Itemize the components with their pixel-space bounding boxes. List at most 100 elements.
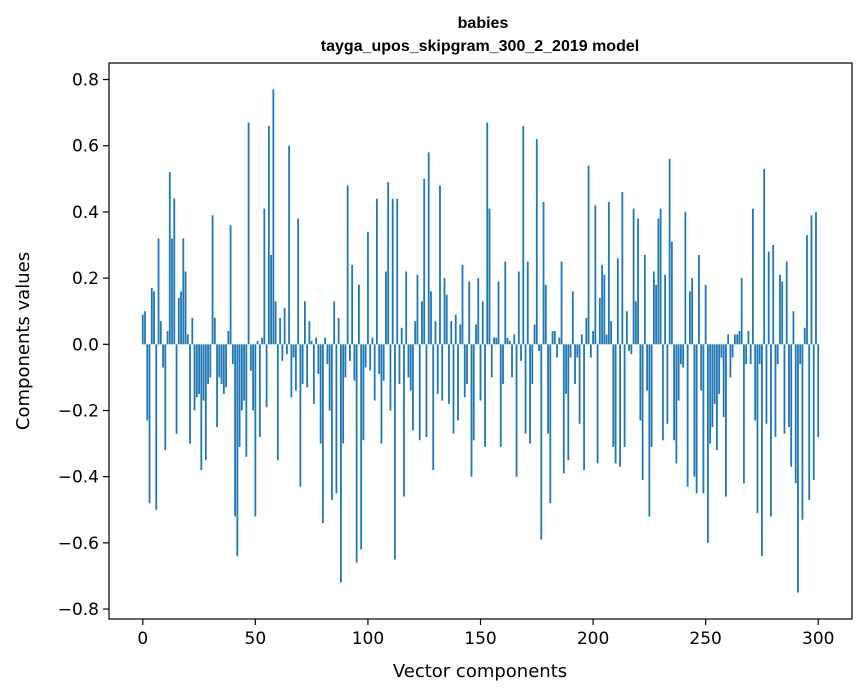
bar-component-217: [630, 344, 633, 355]
bar-component-228: [655, 284, 658, 345]
bar-component-43: [238, 344, 241, 447]
bar-component-0: [141, 314, 144, 345]
bar-component-269: [747, 331, 750, 345]
bar-component-165: [513, 334, 516, 345]
x-tick-label: 100: [352, 629, 384, 649]
bar-component-201: [594, 205, 597, 345]
bar-component-148: [475, 324, 477, 345]
bar-component-96: [358, 284, 360, 345]
bar-component-15: [175, 344, 178, 434]
bar-component-194: [578, 344, 581, 424]
bar-component-118: [407, 344, 410, 378]
bar-component-17: [180, 291, 182, 345]
bar-component-74: [308, 321, 311, 345]
bar-component-83: [328, 344, 331, 411]
bar-component-107: [382, 344, 385, 381]
y-axis: −0.8 −0.6 −0.4 −0.2 0.0 0.2 0.4 0.6 0.8: [58, 71, 109, 620]
bar-component-31: [211, 215, 214, 345]
bar-component-99: [364, 344, 367, 368]
bar-component-197: [585, 317, 588, 345]
bar-component-254: [713, 344, 716, 404]
bar-component-162: [506, 337, 509, 345]
bar-component-207: [607, 202, 610, 345]
bar-component-120: [412, 344, 414, 431]
bar-component-258: [722, 344, 725, 418]
bar-component-124: [421, 301, 423, 345]
bar-component-88: [340, 344, 342, 583]
bar-component-250: [704, 284, 707, 345]
bar-component-203: [598, 297, 601, 345]
bar-component-16: [177, 297, 180, 345]
bar-component-160: [502, 344, 504, 385]
bar-component-129: [432, 344, 435, 471]
bar-component-68: [294, 344, 297, 391]
bar-component-286: [785, 261, 788, 345]
bar-component-274: [758, 344, 761, 365]
bar-component-106: [380, 344, 383, 444]
bar-component-78: [317, 344, 320, 375]
x-tick-label: 0: [137, 629, 148, 649]
bar-component-161: [504, 261, 507, 345]
bar-component-24: [195, 344, 198, 398]
bar-component-119: [409, 344, 412, 391]
bar-component-152: [484, 344, 486, 447]
bar-component-79: [319, 344, 322, 444]
bar-component-53: [261, 337, 263, 345]
bar-component-127: [427, 152, 430, 345]
bar-component-94: [353, 344, 356, 381]
bar-component-222: [641, 344, 644, 480]
bar-component-190: [569, 344, 572, 358]
bar-component-157: [495, 337, 498, 345]
bar-component-151: [481, 301, 484, 345]
bar-component-60: [276, 344, 279, 461]
bar-component-234: [668, 158, 671, 345]
y-tick-label: 0.8: [72, 71, 99, 91]
bar-component-48: [249, 344, 252, 371]
bar-component-229: [657, 218, 660, 345]
bar-component-285: [783, 344, 786, 434]
bar-component-112: [394, 344, 396, 560]
bar-series: [141, 89, 820, 593]
bar-component-289: [792, 311, 795, 345]
bar-component-97: [360, 344, 363, 550]
bar-component-174: [533, 324, 536, 345]
bar-component-110: [389, 344, 392, 411]
bar-component-67: [292, 344, 295, 358]
bar-component-85: [333, 301, 336, 345]
bar-component-84: [331, 344, 333, 500]
bar-component-19: [184, 271, 187, 345]
bar-component-115: [400, 327, 403, 345]
plot-frame: [108, 62, 853, 620]
bar-component-80: [321, 344, 324, 524]
bar-component-271: [752, 208, 754, 345]
bar-component-170: [524, 344, 527, 434]
bar-component-272: [754, 344, 757, 421]
bar-component-20: [186, 334, 189, 345]
bar-component-163: [508, 341, 511, 345]
bar-component-75: [310, 341, 313, 345]
bar-component-287: [788, 344, 790, 428]
bar-component-298: [812, 344, 815, 480]
bar-component-212: [619, 344, 621, 467]
bar-component-7: [157, 238, 160, 345]
bar-component-156: [493, 337, 495, 345]
bar-component-236: [673, 344, 676, 441]
bar-component-42: [236, 344, 239, 557]
bar-component-164: [511, 344, 513, 378]
bar-component-215: [625, 311, 628, 345]
bar-component-210: [614, 344, 617, 464]
bar-component-300: [817, 344, 820, 437]
bar-component-167: [517, 271, 520, 345]
bar-component-22: [191, 317, 194, 345]
bar-component-255: [716, 344, 718, 451]
bar-component-232: [664, 274, 667, 345]
bar-component-9: [162, 344, 164, 368]
bar-component-139: [454, 314, 457, 345]
bar-component-14: [173, 198, 176, 345]
bar-component-87: [337, 317, 340, 345]
bar-component-247: [698, 254, 700, 345]
bar-component-39: [229, 225, 232, 345]
bar-component-223: [643, 254, 646, 345]
bar-component-63: [283, 307, 286, 345]
